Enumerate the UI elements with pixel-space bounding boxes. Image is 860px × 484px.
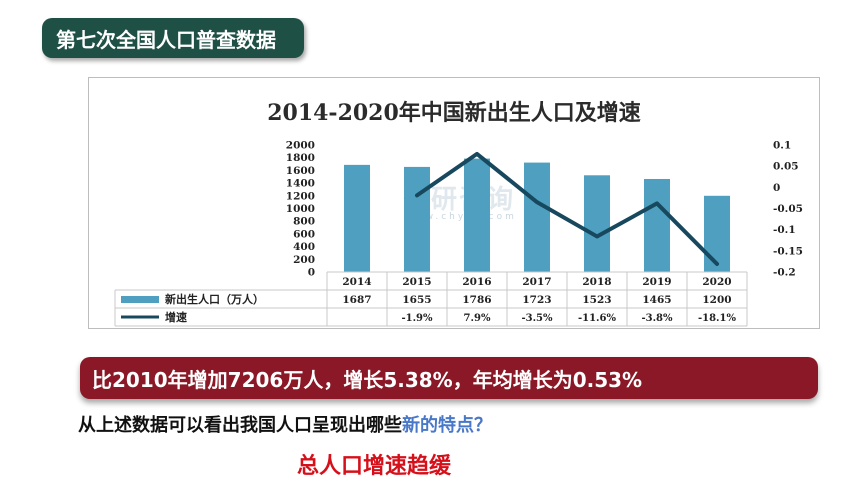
- chart-line-point: [655, 201, 659, 205]
- x-tick-label: 2014: [342, 276, 371, 288]
- chart-line-point: [715, 262, 719, 266]
- bar-data-label: 1723: [522, 294, 551, 306]
- chart-bar: [584, 175, 610, 272]
- y-left-tick-label: 200: [293, 254, 315, 266]
- legend-label-line: 增速: [165, 310, 187, 324]
- bar-data-label: 1465: [642, 294, 671, 306]
- x-tick-label: 2020: [702, 276, 731, 288]
- answer-text: 总人口增速趋缓: [297, 454, 452, 479]
- y-left-tick-label: 1600: [286, 165, 315, 177]
- y-left-tick-label: 1800: [286, 152, 315, 164]
- bar-data-label: 1687: [342, 294, 371, 306]
- chart-growth-line: [415, 151, 719, 266]
- population-chart: 2014-2020年中国新出生人口及增速智研咨询www.chyxx.com020…: [114, 100, 803, 327]
- line-data-label: 7.9%: [464, 313, 491, 324]
- question-main: 从上述数据可以看出我国人口呈现出哪些: [78, 415, 402, 436]
- y-left-tick-label: 2000: [286, 140, 315, 152]
- line-data-label: -3.5%: [521, 313, 553, 324]
- stat-banner: 比2010年增加7206万人，增长5.38%，年均增长为0.53%: [80, 357, 818, 399]
- line-data-label: -3.8%: [641, 313, 673, 324]
- y-left-tick-label: 1400: [286, 178, 315, 190]
- y-right-tick-label: -0.05: [773, 203, 803, 215]
- line-data-label: -18.1%: [698, 313, 737, 324]
- y-right-tick-label: 0.05: [773, 161, 799, 173]
- bar-data-label: 1523: [582, 294, 611, 306]
- chart-line-point: [475, 152, 479, 156]
- x-tick-label: 2018: [582, 276, 611, 288]
- y-left-tick-label: 1000: [286, 203, 315, 215]
- bar-data-label: 1655: [402, 294, 431, 306]
- bar-data-label: 1786: [462, 294, 491, 306]
- chart-bar: [704, 195, 730, 272]
- slide-title: 第七次全国人口普查数据: [42, 18, 304, 58]
- x-tick-label: 2019: [642, 276, 671, 288]
- chart-title: 2014-2020年中国新出生人口及增速: [267, 100, 641, 126]
- chart-line-point: [595, 234, 599, 238]
- legend-label-bar: 新出生人口（万人）: [165, 292, 264, 306]
- y-left-tick-label: 600: [293, 228, 315, 240]
- chart-bar: [464, 158, 490, 272]
- question-text: 从上述数据可以看出我国人口呈现出哪些新的特点？: [78, 411, 492, 437]
- legend-swatch-bar: [121, 296, 159, 303]
- y-right-tick-label: 0: [773, 182, 780, 194]
- y-right-tick-label: -0.15: [773, 245, 803, 257]
- chart-bar: [524, 162, 550, 272]
- line-data-label: -11.6%: [578, 313, 617, 324]
- chart-panel: 2014-2020年中国新出生人口及增速 智研咨询 www.chyxx.com 0 20…: [88, 77, 820, 329]
- chart-line-point: [535, 200, 539, 204]
- chart-bar: [644, 178, 670, 272]
- y-right-tick-label: -0.2: [773, 267, 796, 279]
- question-highlight: 新的特点？: [402, 415, 492, 436]
- line-data-label: -1.9%: [401, 313, 433, 324]
- chart-line-point: [415, 193, 419, 197]
- x-tick-label: 2015: [402, 276, 431, 288]
- y-left-tick-label: 1200: [286, 190, 315, 202]
- y-left-tick-label: 0: [308, 267, 315, 279]
- chart-watermark-url: www.chyxx.com: [405, 212, 517, 222]
- chart-bar: [404, 166, 430, 272]
- y-right-tick-label: 0.1: [773, 140, 791, 152]
- y-left-tick-label: 400: [293, 241, 315, 253]
- x-tick-label: 2016: [462, 276, 491, 288]
- y-left-tick-label: 800: [293, 216, 315, 228]
- chart-bar: [344, 164, 370, 272]
- bar-data-label: 1200: [702, 294, 731, 306]
- x-tick-label: 2017: [522, 276, 551, 288]
- y-right-tick-label: -0.1: [773, 224, 796, 236]
